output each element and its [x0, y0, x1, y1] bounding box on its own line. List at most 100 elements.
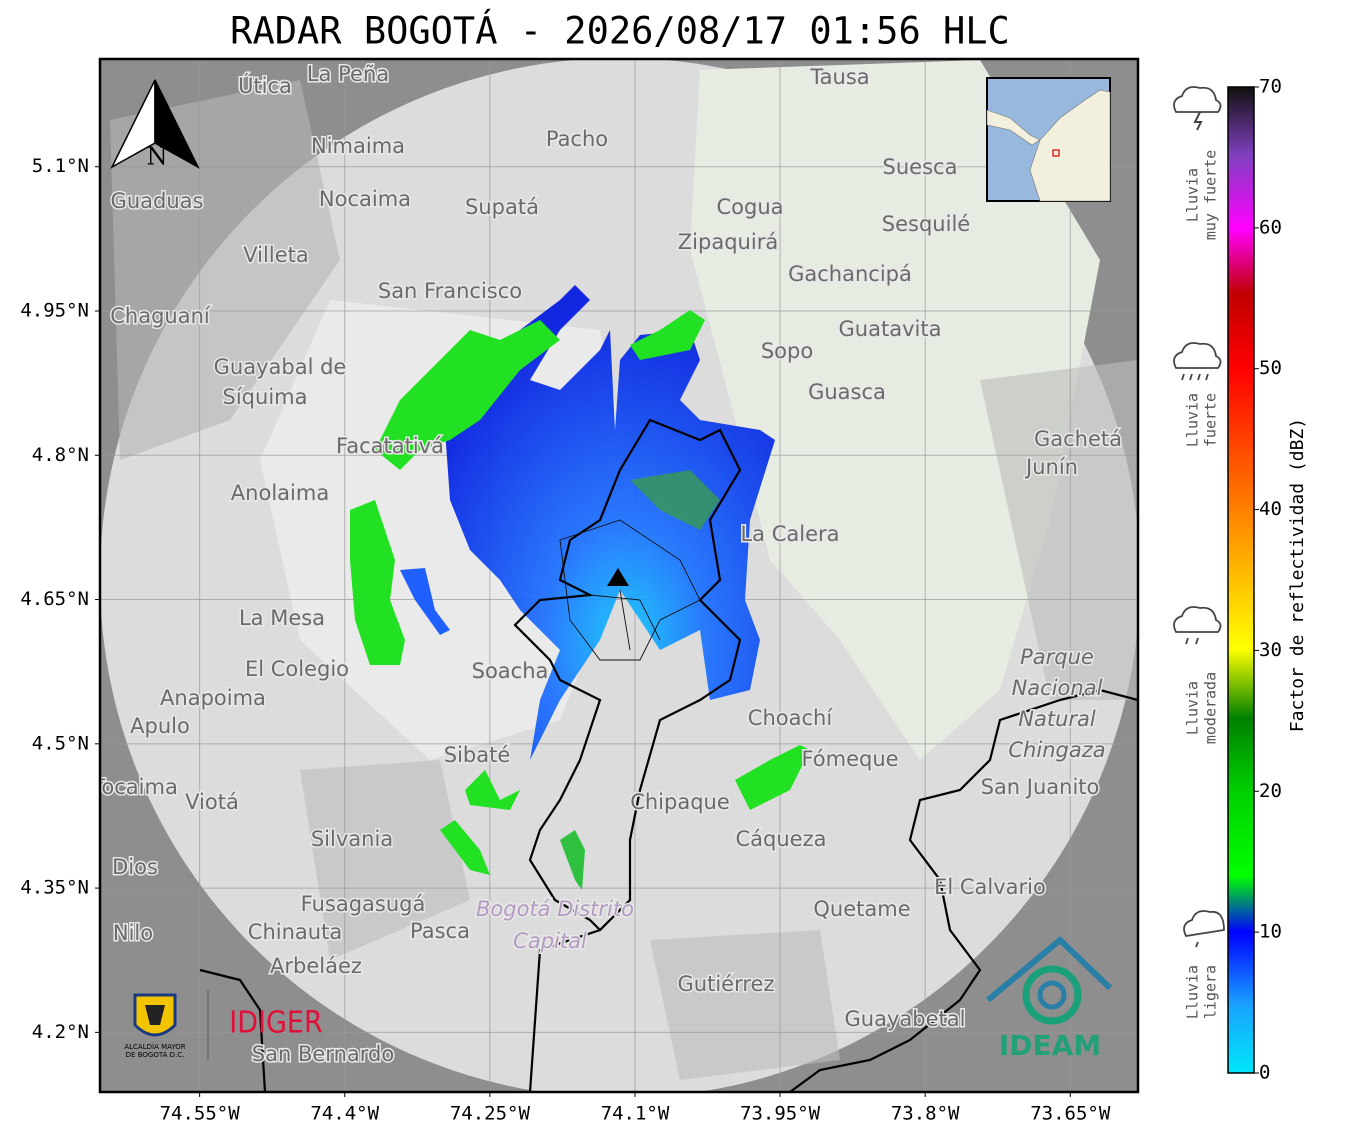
x-tick-label: 73.8°W	[891, 1103, 960, 1125]
radar-echo	[630, 310, 705, 360]
colorbar-tick-label: 10	[1259, 921, 1282, 943]
place-label: Nimaima	[311, 134, 405, 158]
colorbar-tick-label: 30	[1259, 639, 1282, 661]
place-label: Junín	[1024, 455, 1078, 479]
place-label: Suesca	[883, 155, 958, 179]
radar-echo	[400, 568, 450, 635]
place-label: Villeta	[243, 243, 308, 267]
place-labels: La Peña Útica Tausa Pacho Nimaima Nocaim…	[100, 61, 1124, 1068]
grid	[100, 59, 1138, 1092]
y-tick-label: 4.5°N	[32, 732, 89, 754]
place-label: San Bernardo	[252, 1042, 394, 1066]
place-label: Sopo	[761, 339, 813, 363]
radar-echo	[630, 470, 720, 530]
terrain	[300, 760, 470, 960]
place-label: Bogotá Distrito	[476, 897, 634, 921]
x-tick-label: 74.1°W	[601, 1103, 670, 1125]
map-frame	[98, 57, 1140, 1094]
colorbar-tick-label: 20	[1259, 780, 1282, 802]
place-label: Nacional	[1012, 676, 1103, 700]
rain-icons	[1173, 86, 1225, 948]
place-label: Natural	[1018, 707, 1096, 731]
place-label: Nilo	[113, 921, 153, 945]
place-label: Gachancipá	[788, 262, 912, 286]
place-label: Gutiérrez	[678, 972, 775, 996]
place-label: Nocaima	[319, 187, 411, 211]
place-label: Guasca	[808, 380, 886, 404]
rain-category-label: muy fuerte	[1202, 150, 1220, 240]
north-arrow: N	[110, 79, 200, 171]
place-label: Tausa	[809, 65, 869, 89]
place-label: Sesquilé	[882, 212, 970, 236]
place-label: Síquima	[223, 385, 308, 409]
boundary	[528, 418, 742, 1092]
rain-category-label: Lluvia	[1184, 168, 1202, 222]
place-label: San Juanito	[981, 775, 1100, 799]
radar-echo	[560, 830, 585, 890]
terrain	[650, 930, 840, 1080]
x-tick-label: 74.4°W	[310, 1103, 379, 1125]
place-label: Chingaza	[1008, 738, 1105, 762]
map: La Peña Útica Tausa Pacho Nimaima Nocaim…	[100, 59, 1138, 1092]
terrain	[980, 360, 1138, 700]
logo-text: IDIGER	[229, 1006, 322, 1041]
district-boundary	[559, 519, 701, 661]
radar-site	[607, 568, 629, 586]
ideam-logo: IDEAM	[986, 935, 1113, 1062]
colorbar-tick-label: 60	[1259, 216, 1282, 238]
place-label: Guaduas	[111, 189, 204, 213]
colorbar-axis: 0 10 20 30 40 50 60 70	[1254, 76, 1282, 1084]
place-label: Supatá	[465, 195, 539, 219]
place-label: Guayabetal	[845, 1007, 966, 1031]
y-tick-label: 4.95°N	[20, 299, 89, 321]
rain-category-label: Lluvia	[1184, 393, 1202, 447]
y-tick-label: 4.2°N	[32, 1021, 89, 1043]
x-tick-label: 73.95°W	[740, 1103, 821, 1125]
rain-category-label: moderada	[1202, 672, 1220, 744]
place-label: Apulo	[130, 714, 190, 738]
rain-category-label: ligera	[1202, 965, 1220, 1019]
x-tick-label: 74.25°W	[450, 1103, 531, 1125]
terrain	[110, 80, 340, 460]
colorbar-tick-label: 0	[1259, 1062, 1270, 1084]
place-label: Pasca	[410, 919, 470, 943]
rain-category-label: Lluvia	[1184, 681, 1202, 735]
axes: 74.55°W 74.4°W 74.25°W 74.1°W 73.95°W 73.8°W 7…	[20, 155, 1111, 1124]
place-label: Chinauta	[248, 920, 342, 944]
place-label: Parque	[1020, 645, 1094, 669]
colorbar-label: Factor de reflectividad (dBZ)	[1287, 418, 1308, 732]
place-label: Chipaque	[630, 790, 730, 814]
place-label: Fusagasugá	[301, 892, 426, 916]
place-label: Fómeque	[801, 747, 898, 771]
place-label: Cáqueza	[736, 827, 827, 851]
boundary	[199, 968, 267, 1092]
colorbar-tick-label: 50	[1259, 357, 1282, 379]
place-label: El Calvario	[934, 875, 1046, 899]
rain-category-label: Lluvia	[1184, 965, 1202, 1019]
place-label: Zipaquirá	[678, 230, 778, 254]
terrain	[690, 60, 1100, 760]
radar-echo	[735, 745, 810, 810]
place-label: Guatavita	[839, 317, 942, 341]
logo-text: DE BOGOTÁ D.C.	[126, 1050, 185, 1059]
place-label: Anapoima	[160, 686, 266, 710]
logo-text: IDEAM	[999, 1029, 1101, 1062]
place-label: La Calera	[740, 522, 839, 546]
colorbar-tick-label: 70	[1259, 76, 1282, 98]
place-label: San Francisco	[378, 279, 522, 303]
place-label: Facatativá	[336, 434, 444, 458]
place-label: Útica	[238, 73, 292, 98]
place-label: Viotá	[185, 790, 239, 814]
place-label: Capital	[513, 929, 587, 953]
logo-text: ALCALDÍA MAYOR	[124, 1042, 185, 1051]
y-tick-label: 4.65°N	[20, 588, 89, 610]
alcaldia-logo: ALCALDÍA MAYOR DE BOGOTÁ D.C. IDIGER	[124, 990, 323, 1060]
radar-echo	[350, 500, 405, 665]
place-label: Pacho	[546, 127, 608, 151]
boundary	[789, 688, 1138, 1092]
place-label: Quetame	[813, 897, 910, 921]
place-label: Sibaté	[444, 743, 511, 767]
north-label: N	[147, 143, 168, 171]
